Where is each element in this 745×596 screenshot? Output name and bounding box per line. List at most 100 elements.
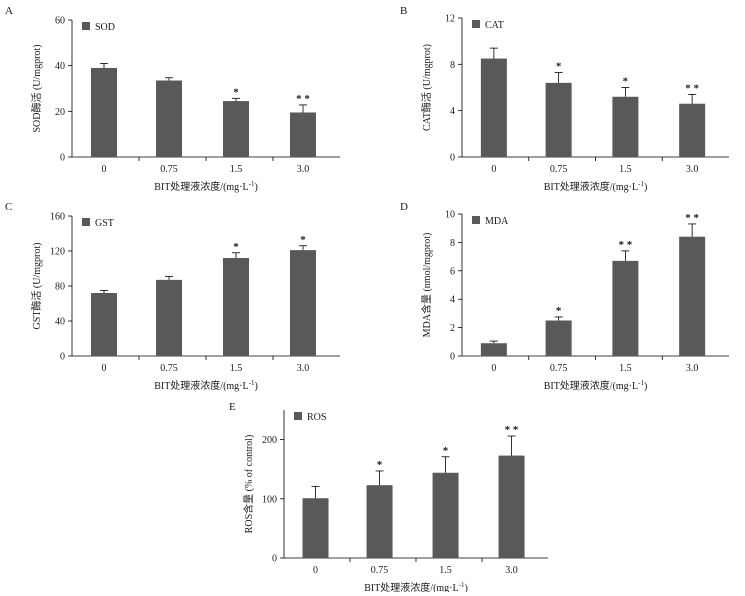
y-tick-label: 80	[55, 282, 65, 293]
bar	[223, 101, 249, 157]
y-tick-label: 8	[450, 238, 455, 249]
legend-swatch	[472, 20, 480, 28]
legend-label: GST	[95, 218, 114, 229]
x-axis-title: BIT处理液浓度/(mg·L-1)	[364, 581, 468, 592]
x-tick-label: 0.75	[371, 565, 389, 576]
y-tick-label: 6	[450, 266, 455, 277]
significance-marker: * *	[685, 82, 699, 94]
x-tick-label: 0	[313, 565, 318, 576]
bar	[91, 67, 117, 157]
legend-label: ROS	[307, 412, 326, 423]
x-tick-label: 0.75	[550, 164, 568, 175]
y-tick-label: 8	[450, 60, 455, 71]
y-tick-label: 0	[60, 352, 65, 363]
bar	[480, 343, 507, 356]
chart-panel-a: A 0 20 40 60 0 0.75 * 1.5 * * 3.0 SOD SOD酶活 (U/mgpro…	[5, 5, 340, 193]
panel-label: D	[400, 201, 408, 213]
x-tick-label: 3.0	[297, 363, 310, 374]
legend-swatch	[82, 218, 90, 226]
y-tick-label: 160	[50, 212, 65, 223]
bar	[545, 320, 572, 356]
x-tick-label: 1.5	[230, 164, 243, 175]
chart-panel-b: B 0 4 8 12 0 * 0.75 * 1.5 * * 3.0 CAT CAT酶活 (U/mgprot…	[400, 5, 729, 193]
significance-marker: *	[233, 241, 239, 253]
x-tick-label: 1.5	[439, 565, 452, 576]
x-tick-label: 3.0	[686, 164, 699, 175]
legend-label: MDA	[485, 216, 509, 227]
bar	[480, 58, 507, 157]
bar	[290, 250, 316, 356]
y-axis-title: MDA含量 (nmol/mgprot)	[420, 233, 433, 338]
x-tick-label: 1.5	[230, 363, 243, 374]
bar	[498, 455, 525, 558]
x-tick-label: 1.5	[619, 164, 632, 175]
y-tick-label: 40	[55, 317, 65, 328]
bar	[432, 472, 459, 558]
y-tick-label: 2	[450, 323, 455, 334]
x-tick-label: 0	[102, 164, 107, 175]
panel-label: A	[5, 5, 13, 17]
x-axis-title: BIT处理液浓度/(mg·L-1)	[154, 180, 258, 193]
y-tick-label: 40	[55, 61, 65, 72]
y-tick-label: 120	[50, 247, 65, 258]
y-axis-title: ROS含量 (% of control)	[242, 435, 255, 534]
legend-swatch	[472, 216, 480, 224]
x-axis-title: BIT处理液浓度/(mg·L-1)	[154, 379, 258, 392]
significance-marker: *	[623, 76, 629, 88]
bar	[223, 258, 249, 356]
y-axis-title: CAT酶活 (U/mgprot)	[420, 44, 433, 131]
bar	[366, 485, 393, 558]
y-tick-label: 60	[55, 16, 65, 27]
bar	[545, 82, 572, 157]
significance-marker: * *	[505, 424, 519, 436]
legend-label: SOD	[95, 22, 115, 33]
x-tick-label: 3.0	[297, 164, 310, 175]
bar	[302, 498, 329, 558]
x-tick-label: 3.0	[686, 363, 699, 374]
y-tick-label: 12	[445, 14, 455, 25]
y-tick-label: 200	[262, 435, 277, 446]
y-tick-label: 0	[450, 153, 455, 164]
bar	[679, 103, 706, 157]
x-tick-label: 0	[491, 363, 496, 374]
chart-panel-d: D 0 2 4 6 8 10 0 * 0.75 * * 1.5 * * 3.0 MDA MDA含量 (nmol…	[400, 201, 729, 392]
y-axis-title: GST酶活 (U/mgprot)	[30, 243, 43, 330]
significance-marker: * *	[296, 93, 310, 105]
significance-marker: *	[556, 305, 562, 317]
x-tick-label: 0	[102, 363, 107, 374]
bar	[91, 293, 117, 356]
y-tick-label: 0	[272, 554, 277, 565]
y-tick-label: 100	[262, 494, 277, 505]
y-tick-label: 20	[55, 107, 65, 118]
y-axis-title: SOD酶活 (U/mgprot)	[30, 44, 43, 132]
chart-panel-e: E 0 100 200 0 * 0.75 * 1.5 * * 3.0 ROS ROS含量 (% of c…	[229, 401, 548, 594]
significance-marker: *	[377, 459, 383, 471]
bar	[290, 112, 316, 157]
bar	[156, 279, 182, 356]
y-tick-label: 0	[60, 153, 65, 164]
x-tick-label: 1.5	[619, 363, 632, 374]
legend-swatch	[82, 22, 90, 30]
y-tick-label: 10	[445, 210, 455, 221]
legend-swatch	[294, 412, 302, 420]
significance-marker: *	[443, 445, 449, 457]
panel-label: E	[229, 401, 236, 413]
bar	[612, 96, 639, 157]
x-tick-label: 0.75	[160, 363, 178, 374]
x-tick-label: 0.75	[550, 363, 568, 374]
panel-label: C	[5, 201, 12, 213]
x-axis-title: BIT处理液浓度/(mg·L-1)	[544, 180, 648, 193]
legend-label: CAT	[485, 20, 504, 31]
bar	[156, 80, 182, 157]
significance-marker: *	[233, 86, 239, 98]
x-tick-label: 0	[491, 164, 496, 175]
y-tick-label: 0	[450, 352, 455, 363]
significance-marker: *	[556, 60, 562, 72]
significance-marker: *	[300, 234, 306, 246]
panel-label: B	[400, 5, 407, 17]
y-tick-label: 4	[450, 295, 455, 306]
x-tick-label: 3.0	[505, 565, 518, 576]
bar	[612, 260, 639, 356]
